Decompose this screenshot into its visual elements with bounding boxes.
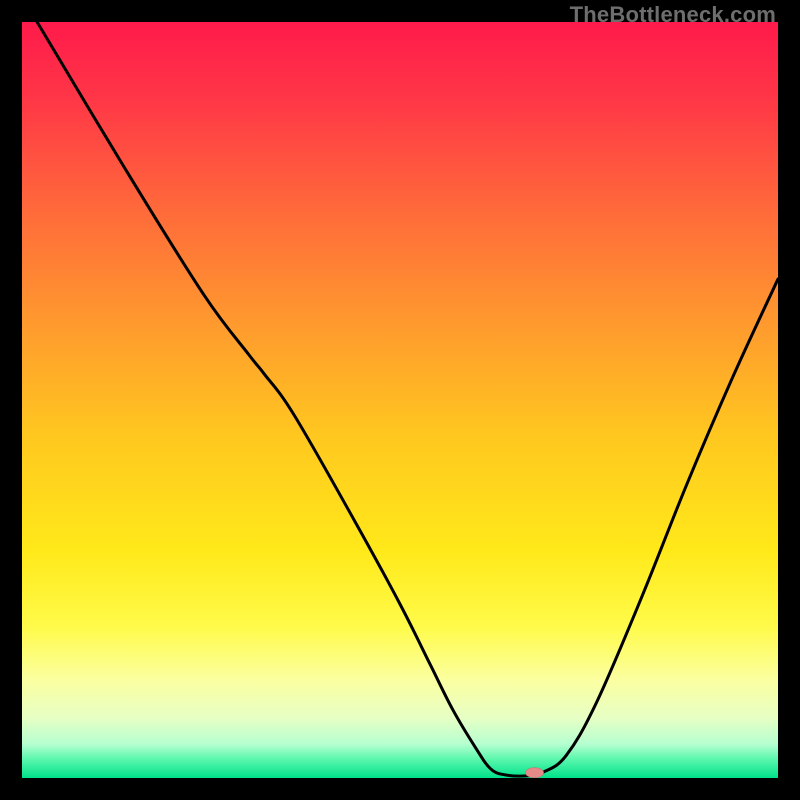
plot-area xyxy=(22,22,778,778)
gradient-background xyxy=(22,22,778,778)
optimal-point-marker xyxy=(526,768,544,778)
chart-container: { "watermark": "TheBottleneck.com", "cha… xyxy=(0,0,800,800)
bottleneck-chart xyxy=(22,22,778,778)
